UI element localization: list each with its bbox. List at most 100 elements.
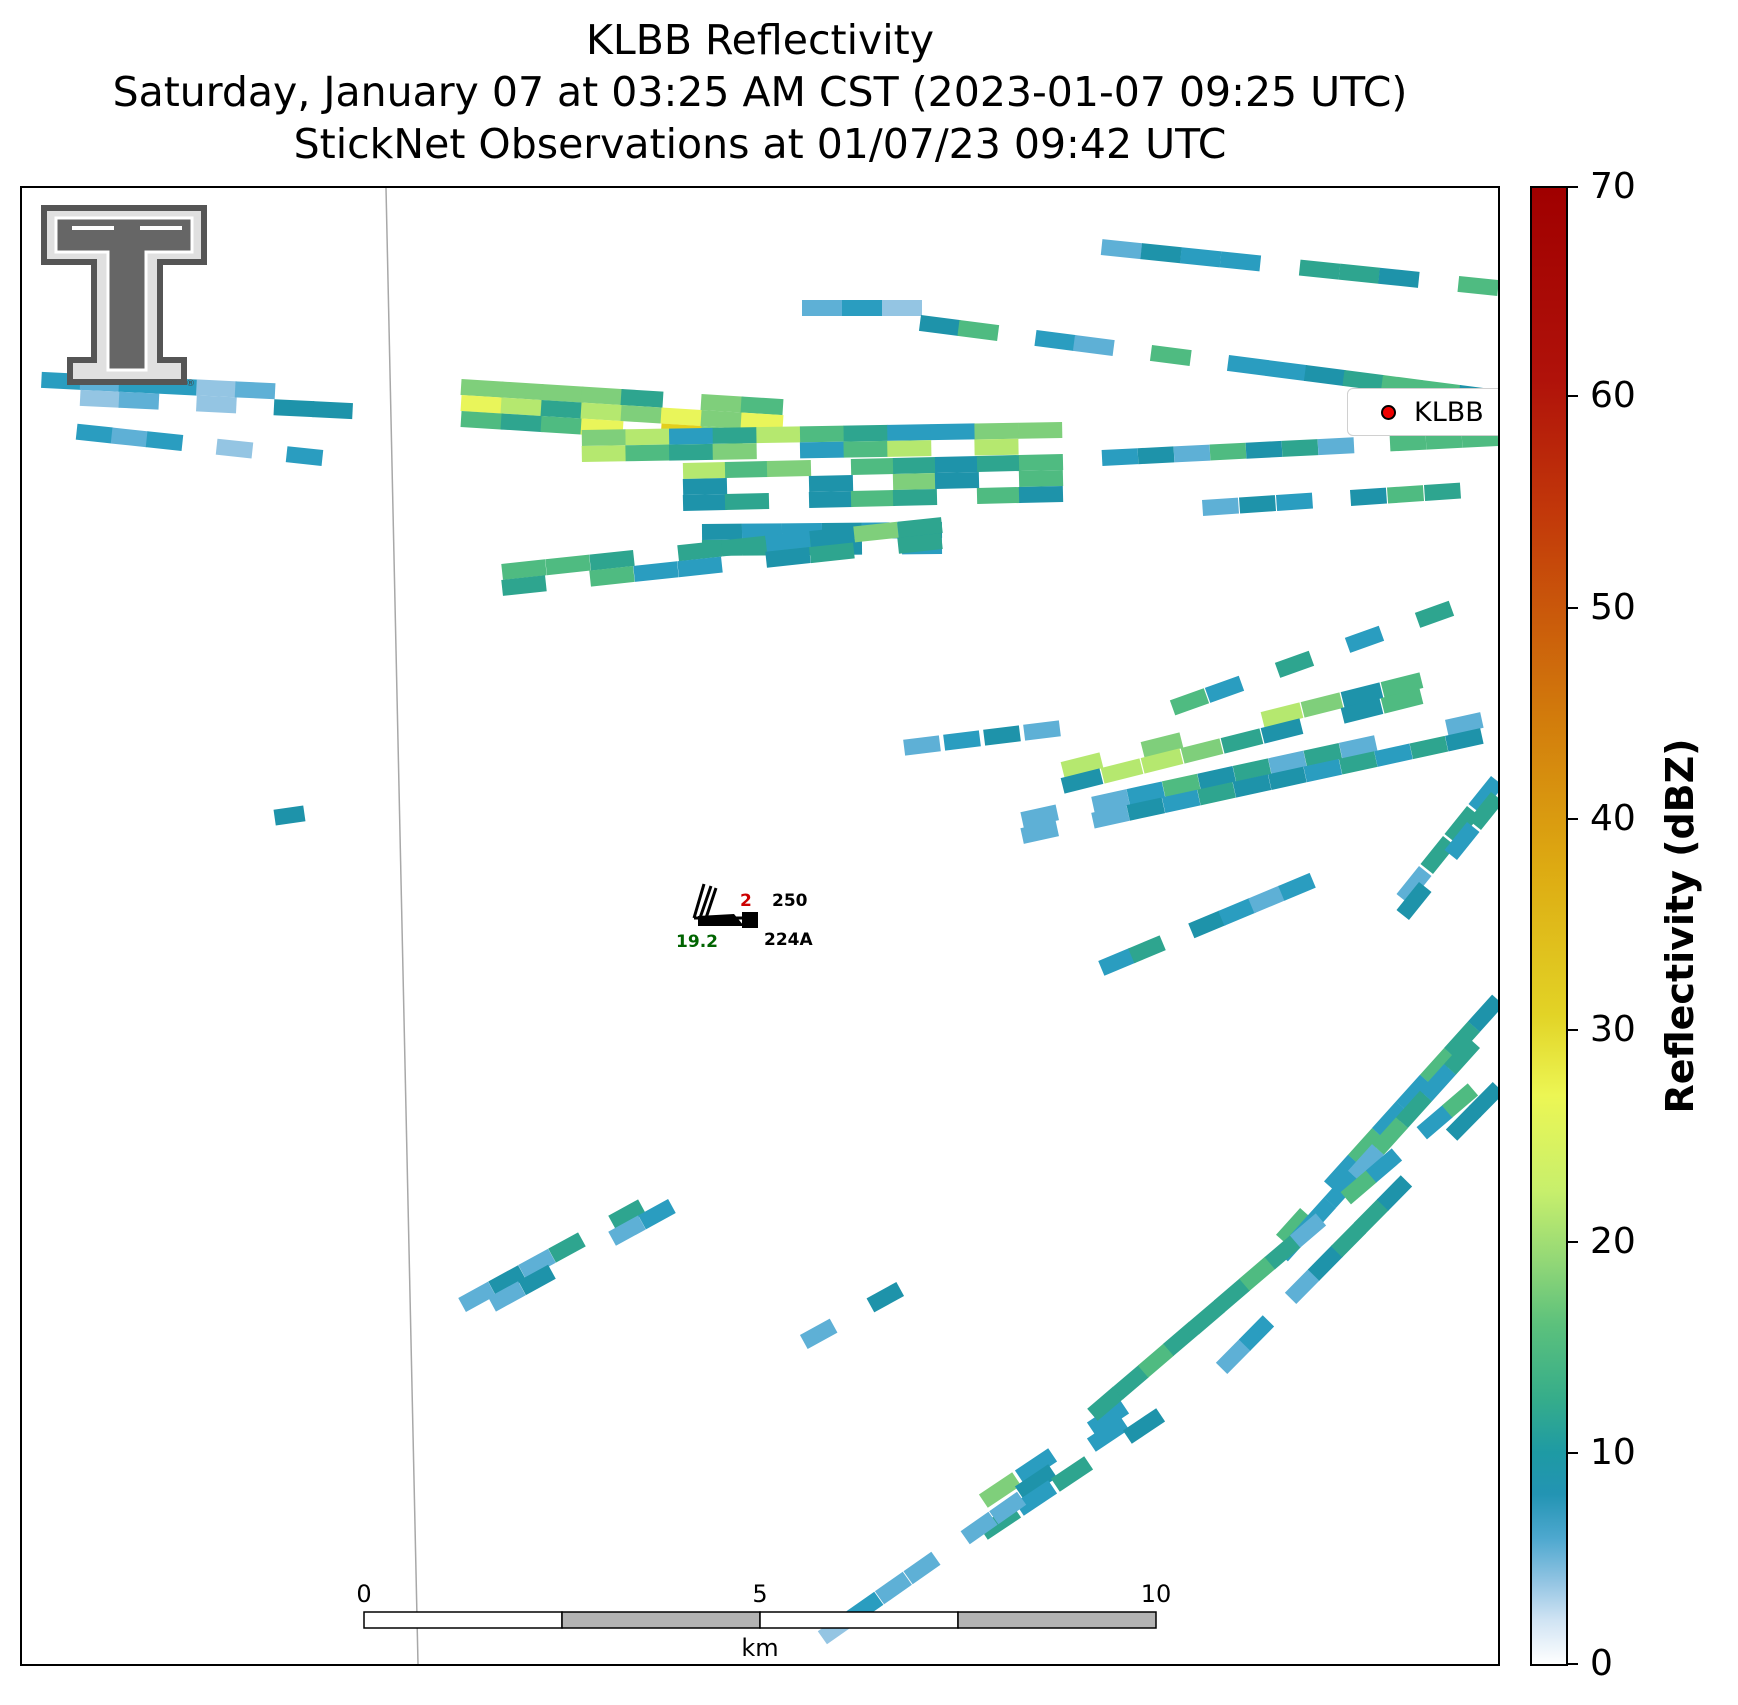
reflectivity-gate [1396, 865, 1432, 905]
reflectivity-gate [897, 533, 943, 554]
cbar-label-10: 10 [1590, 1432, 1636, 1473]
reflectivity-gate [1317, 437, 1355, 456]
reflectivity-gate [580, 402, 624, 422]
reflectivity-gate [1457, 275, 1498, 297]
reflectivity-gate [799, 1318, 838, 1350]
cbar-label-20: 20 [1590, 1221, 1636, 1262]
reflectivity-gate [808, 474, 854, 493]
reflectivity-gate [1179, 247, 1222, 268]
reflectivity-gate [1169, 688, 1210, 716]
reflectivity-gate [1087, 1386, 1124, 1421]
reflectivity-gate [957, 319, 1000, 342]
reflectivity-gate [1018, 422, 1063, 439]
reflectivity-gate [620, 404, 664, 424]
reflectivity-gate [1348, 1127, 1384, 1166]
reflectivity-gate [677, 556, 723, 578]
reflectivity-gate [1149, 344, 1192, 367]
reflectivity-gate [1423, 482, 1462, 502]
reflectivity-gate [1303, 758, 1343, 783]
reflectivity-gate [145, 431, 184, 451]
reflectivity-gate [974, 438, 1019, 456]
scale-seg-1 [363, 1611, 563, 1629]
station-pressure: 250 [772, 891, 808, 911]
reflectivity-gate [1338, 751, 1378, 775]
reflectivity-gate [1126, 797, 1166, 821]
scale-tick-5: 5 [752, 1580, 767, 1608]
map-canvas: ® 2 250 19.2 224A 0 5 10 km [41, 188, 1498, 1664]
cbar-tick-60 [1568, 395, 1578, 397]
reflectivity-gate [1342, 369, 1385, 392]
reflectivity-gate [677, 540, 723, 562]
reflectivity-gate [608, 1215, 646, 1246]
station-temperature: 2 [740, 891, 752, 911]
reflectivity-gate [1140, 748, 1184, 774]
scale-seg-4 [957, 1611, 1157, 1629]
reflectivity-gate [1278, 872, 1316, 901]
radar-map[interactable]: ® 2 250 19.2 224A 0 5 10 km KLBB [20, 186, 1500, 1666]
reflectivity-gate [976, 486, 1022, 505]
station-224A-plot[interactable]: 2 250 19.2 224A [676, 883, 813, 952]
reflectivity-gate [625, 444, 670, 462]
reflectivity-gate [740, 412, 784, 432]
scale-bar: 0 5 10 km [356, 1580, 1171, 1662]
reflectivity-gate [1386, 485, 1425, 504]
reflectivity-gate [740, 396, 784, 416]
reflectivity-gate [1374, 743, 1413, 767]
reflectivity-gate [488, 1265, 526, 1296]
reflectivity-gate [1376, 1175, 1413, 1211]
reflectivity-gate [808, 490, 854, 509]
reflectivity-gate [1468, 791, 1498, 831]
reflectivity-gate [1268, 766, 1307, 790]
reflectivity-gate [1034, 329, 1077, 352]
reflectivity-gate [1209, 442, 1247, 461]
reflectivity-gate [843, 424, 888, 442]
reflectivity-gate [809, 526, 855, 548]
reflectivity-gate [1265, 359, 1308, 382]
reflectivity-gate [660, 407, 704, 427]
reflectivity-gate [633, 561, 679, 582]
reflectivity-gate [850, 489, 896, 508]
reflectivity-gate [1163, 1321, 1200, 1356]
reflectivity-gate [1232, 774, 1272, 798]
reflectivity-gate [488, 1281, 526, 1312]
reflectivity-gate [273, 805, 306, 826]
wind-barb-pennant [698, 914, 744, 926]
reflectivity-gate [1238, 495, 1277, 514]
reflectivity-gate [1086, 1400, 1130, 1436]
reflectivity-gate [501, 559, 547, 580]
reflectivity-gate [903, 1551, 941, 1585]
reflectivity-gate [853, 521, 899, 543]
reflectivity-gate [983, 725, 1021, 746]
cbar-label-50: 50 [1590, 587, 1636, 628]
reflectivity-gate [638, 1199, 676, 1230]
reflectivity-gate [1161, 789, 1201, 814]
reflectivity-gate [518, 1264, 556, 1296]
reflectivity-gate [1389, 433, 1427, 452]
reflectivity-gate [1444, 805, 1480, 845]
reflectivity-gate [682, 493, 728, 512]
scale-tick-10: 10 [1141, 1580, 1172, 1608]
reflectivity-gate [1101, 448, 1139, 467]
title-observations: StickNet Observations at 01/07/23 09:42 … [293, 120, 1227, 168]
reflectivity-gate [724, 460, 770, 479]
reflectivity-gate [1344, 625, 1385, 653]
reflectivity-colorbar [1530, 186, 1568, 1666]
reflectivity-gate [934, 455, 980, 474]
reflectivity-gate [903, 735, 941, 756]
reflectivity-gate [1213, 1278, 1251, 1313]
reflectivity-gate [918, 314, 961, 337]
logo-registered-mark: ® [186, 379, 195, 389]
cbar-tick-0 [1568, 1663, 1578, 1665]
reflectivity-gate [1340, 698, 1384, 724]
reflectivity-gate [581, 445, 626, 462]
reflectivity-gate [842, 300, 882, 316]
reflectivity-gate [215, 438, 254, 459]
reflectivity-gate [866, 1281, 905, 1313]
reflectivity-gate [1086, 1416, 1130, 1452]
reflectivity-gate [1289, 1213, 1327, 1248]
title-radar: KLBB Reflectivity [586, 16, 934, 64]
reflectivity-gate [1238, 1315, 1275, 1351]
reflectivity-gate [1420, 1047, 1456, 1086]
reflectivity-gate [460, 378, 504, 398]
reflectivity-gate [700, 409, 744, 429]
